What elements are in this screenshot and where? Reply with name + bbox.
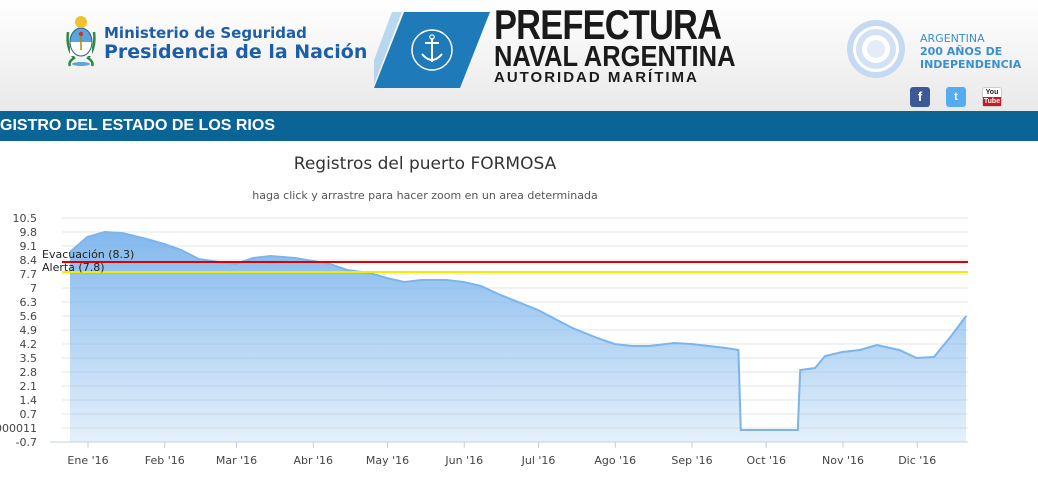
- section-title-bar: GISTRO DEL ESTADO DE LOS RIOS: [0, 111, 1038, 141]
- plot-lines: Evacuación (8.3)Alerta (7.8): [42, 248, 968, 274]
- y-tick-label: 2.8: [20, 366, 38, 379]
- ministry-name: Ministerio de Seguridad: [104, 24, 307, 42]
- y-tick-label: 4.9: [20, 324, 38, 337]
- argentina-200-anos-text: ARGENTINA 200 AÑOS DE INDEPENDENCIA: [920, 32, 1021, 71]
- section-title: GISTRO DEL ESTADO DE LOS RIOS: [0, 117, 275, 134]
- youtube-label-you: You: [985, 89, 999, 96]
- x-tick-label: May '16: [366, 454, 409, 467]
- x-tick-label: Jun '16: [444, 454, 483, 467]
- prefectura-anchor-icon[interactable]: [374, 12, 490, 88]
- 200-anos-label: 200 AÑOS DE: [920, 45, 1003, 58]
- autoridad-maritima-title: AUTORIDAD MARÍTIMA: [494, 69, 699, 86]
- axes: 10.59.89.18.47.776.35.64.94.23.52.82.11.…: [0, 212, 968, 467]
- independencia-label: INDEPENDENCIA: [920, 58, 1022, 71]
- x-tick-label: Jul '16: [521, 454, 556, 467]
- youtube-icon[interactable]: You Tube: [982, 87, 1002, 107]
- y-tick-label: 9.1: [20, 240, 38, 253]
- x-tick-label: Ago '16: [594, 454, 636, 467]
- y-tick-label: 7.7: [20, 268, 38, 281]
- y-tick-label: 4.2: [20, 338, 38, 351]
- site-header: Ministerio de Seguridad Presidencia de l…: [0, 0, 1038, 111]
- argentina-label: ARGENTINA: [920, 32, 985, 45]
- national-coat-of-arms-icon: [66, 16, 96, 67]
- twitter-icon[interactable]: t: [946, 87, 966, 107]
- presidency-name: Presidencia de la Nación: [104, 41, 368, 63]
- chart-title: Registros del puerto FORMOSA: [293, 154, 557, 174]
- chart-subtitle: haga click y arrastre para hacer zoom en…: [252, 189, 598, 202]
- y-tick-label: 2.1: [20, 380, 38, 393]
- naval-argentina-title: NAVAL ARGENTINA: [494, 41, 736, 73]
- series-area-fill: [70, 232, 967, 442]
- series-area: [69, 230, 967, 442]
- x-tick-label: Oct '16: [746, 454, 786, 467]
- y-tick-label: -0.7: [16, 436, 37, 449]
- y-tick-label: 3.5: [20, 352, 38, 365]
- ministerio-seguridad-logo[interactable]: Ministerio de Seguridad Presidencia de l…: [60, 14, 367, 74]
- x-tick-label: Mar '16: [216, 454, 257, 467]
- y-tick-label: 0.000011: [0, 422, 37, 435]
- youtube-label-tube: Tube: [983, 97, 1001, 106]
- y-tick-label: 0.7: [20, 408, 38, 421]
- bicentenario-sun-icon[interactable]: [838, 16, 916, 82]
- x-tick-label: Dic '16: [898, 454, 936, 467]
- x-tick-label: Feb '16: [145, 454, 185, 467]
- alerta-label: Alerta (7.8): [42, 261, 105, 274]
- facebook-icon[interactable]: f: [910, 87, 930, 107]
- y-tick-label: 7: [30, 282, 37, 295]
- y-tick-label: 6.3: [20, 296, 38, 309]
- y-tick-label: 9.8: [20, 226, 38, 239]
- y-tick-label: 8.4: [20, 254, 38, 267]
- y-tick-label: 5.6: [20, 310, 38, 323]
- x-tick-label: Sep '16: [671, 454, 712, 467]
- prefectura-wordmark[interactable]: PREFECTURA NAVAL ARGENTINA AUTORIDAD MAR…: [494, 1, 744, 86]
- x-tick-label: Ene '16: [67, 454, 108, 467]
- y-tick-label: 10.5: [13, 212, 38, 225]
- evacuacion-label: Evacuación (8.3): [42, 248, 134, 261]
- x-tick-label: Nov '16: [822, 454, 864, 467]
- y-tick-label: 1.4: [20, 394, 38, 407]
- x-tick-label: Abr '16: [293, 454, 333, 467]
- prefectura-title: PREFECTURA: [494, 1, 722, 48]
